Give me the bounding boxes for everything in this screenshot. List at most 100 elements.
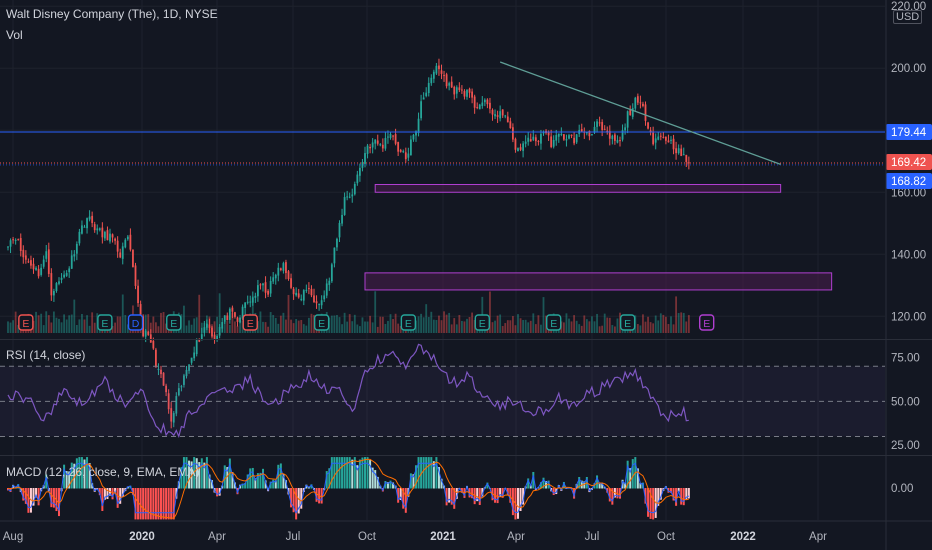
macd-histogram-bar [578,477,581,489]
macd-histogram-bar [58,488,60,517]
candle-body [58,281,60,284]
macd-histogram-bar [616,488,619,499]
candle-body [501,109,504,116]
candle-body [279,268,282,271]
volume-bar [578,324,581,333]
candle-body [580,129,583,132]
macd-histogram-bar [259,472,262,489]
volume-bar [86,315,88,333]
earnings-marker-label: E [703,318,710,330]
macd-histogram-bar [86,457,89,489]
candle-body [410,139,412,156]
volume-bar [654,315,657,333]
macd-histogram-bar [68,471,71,489]
candle-body [461,89,463,91]
candle-body [512,127,514,140]
macd-histogram-bar [195,458,198,489]
macd-histogram-bar [101,488,104,511]
macd-histogram-bar [180,467,183,489]
candle-body [88,216,91,220]
x-tick-label: Apr [208,531,226,543]
candle-body [371,142,374,148]
macd-histogram-bar [325,471,328,489]
candle-body [223,315,226,322]
candle-body [165,385,167,393]
volume-bar [499,314,502,333]
macd-histogram-bar [486,482,489,489]
candle-body [542,131,545,134]
candle-body [297,293,300,298]
candle-body [302,290,305,301]
macd-histogram-bar [162,488,165,520]
candle-body [190,357,193,363]
y-tick-label: 140.00 [891,249,926,261]
candle-body [295,292,298,296]
volume-bar [147,314,150,333]
pane-divider-rsi[interactable] [0,339,932,340]
x-tick-label: Oct [657,531,676,543]
candle-body [596,121,598,127]
volume-bar [580,325,583,333]
macd-histogram-bar [672,488,675,501]
volume-bar [152,316,155,333]
candle-body [308,288,310,290]
macd-histogram-bar [103,488,106,500]
volume-bar [575,320,578,333]
volume-bar [361,317,364,333]
candle-body [101,227,104,238]
candle-body [310,288,313,296]
volume-bar [675,296,677,333]
volume-bar [422,317,425,333]
volume-bar [14,311,17,333]
macd-histogram-bar [450,488,453,505]
earnings-marker [242,314,258,331]
earnings-marker-label: E [405,318,412,330]
macd-histogram-bar [139,488,142,520]
volume-bar [527,322,530,333]
macd-histogram-bar [65,471,68,489]
volume-bar [591,316,593,333]
volume-bar [374,291,377,333]
volume-bar [274,318,277,333]
candle-body [292,288,295,295]
macd-histogram-bar [7,488,9,491]
volume-bar [269,312,272,333]
candle-body [269,280,272,294]
pane-divider-macd[interactable] [0,455,932,456]
volume-bar [524,319,527,333]
macd-histogram-bar [22,488,25,501]
volume-bar [466,318,468,333]
volume-bar [540,324,542,333]
candle-body [626,111,629,128]
volume-bar [606,317,609,333]
volume-bar [338,317,341,333]
candle-body [619,140,621,142]
candle-body [529,139,532,142]
volume-bar [614,326,616,333]
macd-histogram-bar [272,479,275,489]
rsi-y-tick-label: 25.00 [891,440,920,452]
volume-bar [369,315,371,333]
candle-body [448,83,451,86]
candle-body [629,110,632,116]
macd-histogram-bar [519,488,522,512]
candle-body [404,152,407,160]
volume-bar [366,321,369,333]
candle-body [114,238,116,241]
candle-body [415,131,417,136]
macd-histogram-bar [412,474,415,489]
candle-body [109,233,111,242]
macd-histogram-bar [652,488,655,520]
macd-histogram-bar [371,467,374,489]
candle-body [305,289,308,291]
earnings-marker [18,314,34,331]
volume-bar [379,316,382,333]
currency-badge[interactable]: USD [893,10,923,24]
macd-histogram-bar [256,473,259,489]
candle-body [325,283,328,296]
macd-histogram-bar [116,488,119,508]
x-tick-label: Apr [809,531,827,543]
candle-body [491,109,494,115]
macd-histogram-bar [448,488,451,503]
